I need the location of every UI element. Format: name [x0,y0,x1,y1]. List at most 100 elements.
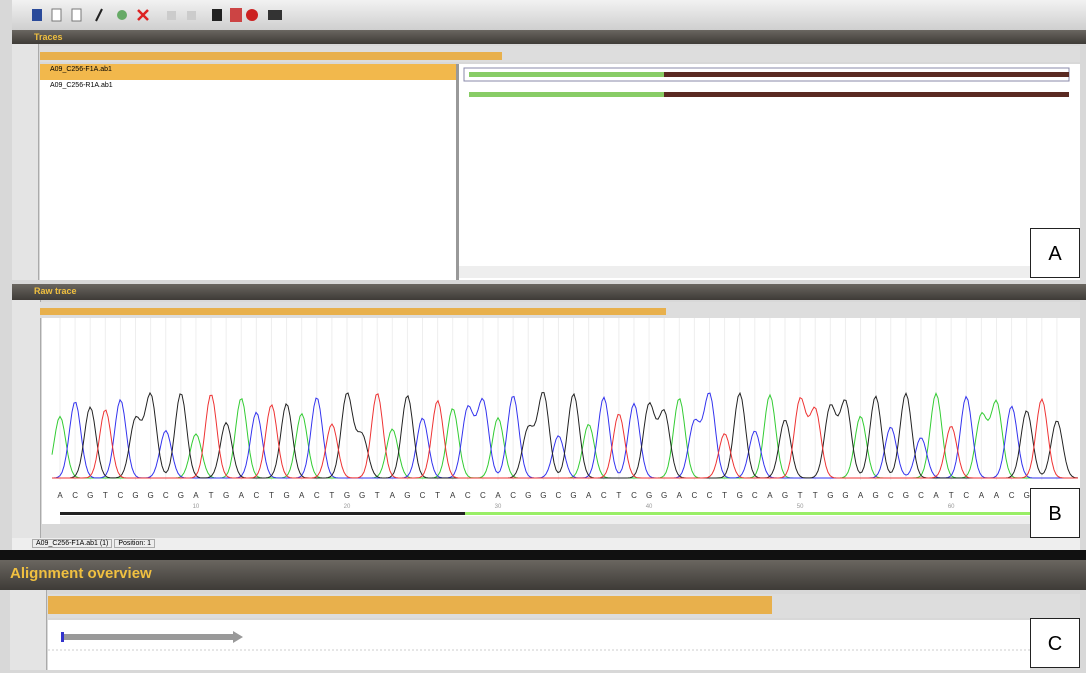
base-call: A [239,491,245,500]
toolbar [12,0,1086,30]
toolbar-icons [12,0,392,30]
status-position: Position: 1 [114,539,155,548]
file-name: A09_C256-R1A.ab1 [50,82,113,89]
app-window: Traces A09_C256-F1A.ab1 A09_C256-R1A.ab1… [0,0,1086,673]
base-call: C [253,491,259,500]
base-call: T [269,491,274,500]
h-scrollbar [60,516,1075,524]
trace-overview-graphic [459,64,1080,280]
view-icon[interactable] [230,8,242,22]
base-call: A [767,491,773,500]
base-call: G [570,491,576,500]
add-icon[interactable] [117,10,127,20]
panel-label: B [1030,488,1080,538]
divider [0,550,1086,560]
read-bar [469,72,664,77]
zoom-slider[interactable] [40,52,502,60]
side-toolbar [12,44,39,280]
base-call: A [933,491,939,500]
base-call: C [601,491,607,500]
file-item[interactable]: A09_C256-F1A.ab1 [40,64,456,80]
zoom-slider[interactable] [40,308,666,315]
base-call: C [118,491,124,500]
read-bar [664,92,1069,97]
find-icon[interactable] [212,9,222,21]
file-list: A09_C256-F1A.ab1 A09_C256-R1A.ab1 [40,64,459,280]
alignment-view [48,620,1030,670]
base-call: G [404,491,410,500]
raw-trace-header: Raw trace [12,284,1086,300]
position-label: 30 [495,504,502,510]
base-call: C [918,491,924,500]
panel-label: A [1030,228,1080,278]
delete-icon[interactable] [138,10,148,20]
panel-title: Traces [34,32,63,42]
redo-icon[interactable] [187,11,196,20]
base-call: C [314,491,320,500]
base-call: G [359,491,365,500]
base-call: A [677,491,683,500]
base-call: C [707,491,713,500]
read-bar [469,92,664,97]
base-call: C [72,491,78,500]
open-icon[interactable] [72,9,81,21]
base-call: C [465,491,471,500]
base-call: G [873,491,879,500]
base-call: G [1024,491,1030,500]
base-call: G [842,491,848,500]
base-call: A [586,491,592,500]
globe-icon[interactable] [246,9,258,21]
base-call: T [375,491,380,500]
read-bar [664,72,1069,77]
panel-title: Alignment overview [10,565,152,582]
status-file: A09_C256-F1A.ab1 (1) [32,539,112,548]
traces-header: Traces [12,30,1086,44]
base-call: C [691,491,697,500]
edit-icon[interactable] [96,9,102,21]
panel-title: Raw trace [34,286,77,296]
base-call: C [631,491,637,500]
base-call: A [193,491,199,500]
undo-icon[interactable] [167,11,176,20]
base-call: T [329,491,334,500]
base-call: G [737,491,743,500]
base-call: A [979,491,985,500]
base-call: G [782,491,788,500]
base-call: T [209,491,214,500]
base-call: C [963,491,969,500]
zoom-slider[interactable] [48,596,772,614]
base-call: A [390,491,396,500]
side-toolbar [12,300,41,540]
base-call: T [435,491,440,500]
base-call: G [283,491,289,500]
base-call: G [827,491,833,500]
base-call: G [178,491,184,500]
base-call: T [949,491,954,500]
base-call: T [722,491,727,500]
side-toolbar [10,590,47,670]
new-icon[interactable] [52,9,61,21]
base-call: G [223,491,229,500]
base-call: C [888,491,894,500]
save-icon[interactable] [32,9,42,21]
base-call: C [480,491,486,500]
position-label: 10 [193,504,200,510]
base-call: G [661,491,667,500]
position-label: 20 [344,504,351,510]
base-call: C [556,491,562,500]
base-call: A [299,491,305,500]
base-call: G [87,491,93,500]
settings-icon[interactable] [268,10,282,20]
base-call: C [420,491,426,500]
h-scrollbar[interactable] [459,266,1080,278]
base-call: G [148,491,154,500]
base-call: T [616,491,621,500]
file-item[interactable]: A09_C256-R1A.ab1 [40,80,456,96]
base-call: A [994,491,1000,500]
alignment-header: Alignment overview [0,560,1086,590]
status-bar: A09_C256-F1A.ab1 (1) Position: 1 [12,538,1080,550]
position-label: 60 [948,504,955,510]
position-label: 40 [646,504,653,510]
base-call: A [450,491,456,500]
base-call: T [103,491,108,500]
